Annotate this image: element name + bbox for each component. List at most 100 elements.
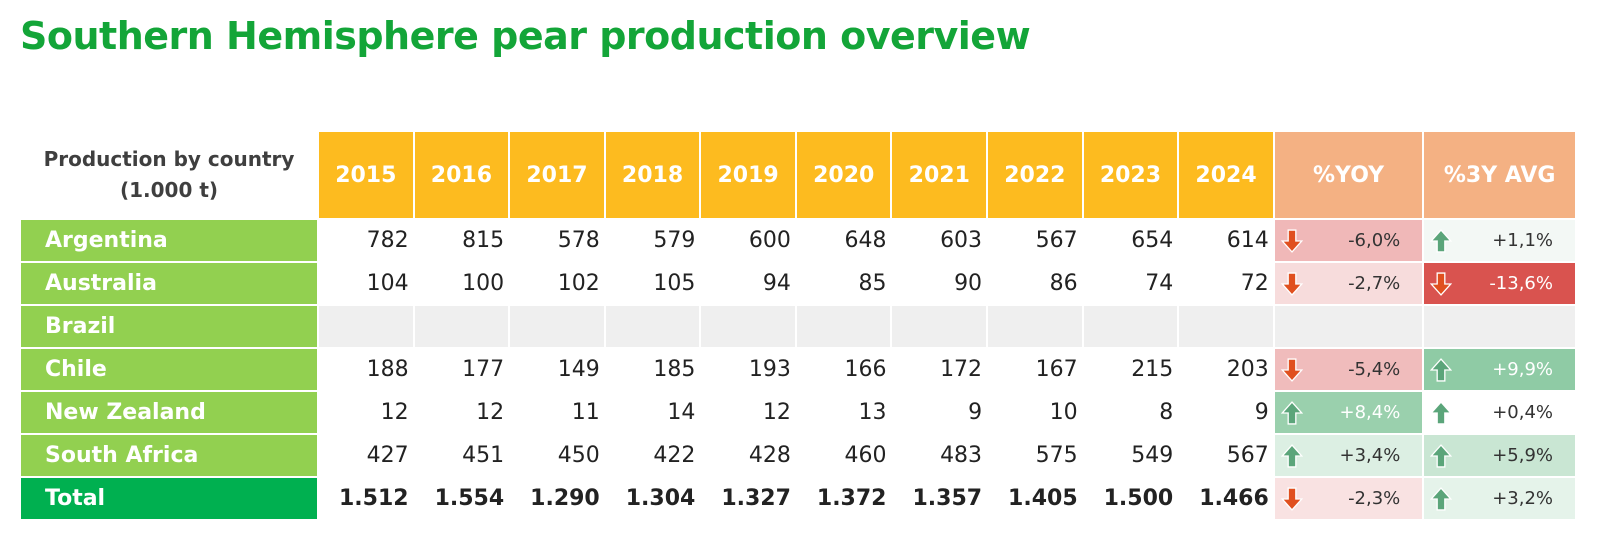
- value-cell: 8: [1083, 392, 1178, 433]
- value-cell: [319, 306, 413, 347]
- year-header: 2017: [510, 132, 604, 218]
- year-header: 2019: [701, 132, 795, 218]
- value-cell: [414, 306, 509, 347]
- avg3y-value: +3,2%: [1492, 488, 1553, 509]
- value-cell: 177: [414, 349, 509, 390]
- value-cell: 104: [319, 263, 413, 304]
- value-cell: 185: [605, 349, 700, 390]
- value-cell: 451: [414, 435, 509, 476]
- page-title: Southern Hemisphere pear production over…: [20, 14, 1031, 58]
- table-row: New Zealand 12 12 11 14 12 13 9 10 8 9 +8,4% +0,4%: [21, 392, 1575, 433]
- value-cell: 1.466: [1179, 478, 1273, 519]
- arrow-down-icon: [1280, 271, 1303, 296]
- value-cell: 549: [1083, 435, 1178, 476]
- header-label-line2: (1.000 t): [119, 178, 219, 202]
- value-cell: 9: [892, 392, 987, 433]
- value-cell: [988, 306, 1082, 347]
- arrow-down-icon: [1430, 271, 1453, 296]
- value-cell: 460: [796, 435, 891, 476]
- value-cell: 648: [796, 220, 891, 261]
- avg3y-cell: +3,2%: [1424, 478, 1575, 519]
- yoy-cell: +3,4%: [1274, 435, 1423, 476]
- value-cell: 1.357: [892, 478, 987, 519]
- year-header: 2018: [605, 132, 700, 218]
- value-cell: 94: [701, 263, 795, 304]
- value-cell: 614: [1179, 220, 1273, 261]
- value-cell: 86: [988, 263, 1082, 304]
- header-label: Production by country (1.000 t): [21, 132, 318, 218]
- avg3y-cell: +9,9%: [1424, 349, 1575, 390]
- value-cell: [1083, 306, 1178, 347]
- value-cell: 149: [510, 349, 604, 390]
- value-cell: 172: [892, 349, 987, 390]
- total-label: Total: [21, 478, 318, 519]
- value-cell: 1.372: [796, 478, 891, 519]
- value-cell: 100: [414, 263, 509, 304]
- country-name: Argentina: [21, 220, 318, 261]
- value-cell: 1.290: [510, 478, 604, 519]
- header-row: Production by country (1.000 t) 2015 201…: [21, 132, 1575, 218]
- table-row: Australia 104 100 102 105 94 85 90 86 74 72 -2,7% -1…: [21, 263, 1575, 304]
- year-header: 2020: [796, 132, 891, 218]
- arrow-up-icon: [1430, 357, 1453, 382]
- value-cell: 193: [701, 349, 795, 390]
- country-name: Australia: [21, 263, 318, 304]
- value-cell: 782: [319, 220, 413, 261]
- value-cell: 9: [1179, 392, 1273, 433]
- avg3y-cell: +1,1%: [1424, 220, 1575, 261]
- value-cell: 188: [319, 349, 413, 390]
- value-cell: 166: [796, 349, 891, 390]
- yoy-value: -5,4%: [1348, 359, 1401, 380]
- value-cell: 10: [988, 392, 1082, 433]
- yoy-value: -2,3%: [1348, 488, 1401, 509]
- value-cell: 428: [701, 435, 795, 476]
- table-row: Chile 188 177 149 185 193 166 172 167 215 203 -5,4%…: [21, 349, 1575, 390]
- value-cell: 203: [1179, 349, 1273, 390]
- country-name: South Africa: [21, 435, 318, 476]
- value-cell: 654: [1083, 220, 1178, 261]
- value-cell: 11: [510, 392, 604, 433]
- arrow-up-icon: [1430, 443, 1453, 468]
- value-cell: 427: [319, 435, 413, 476]
- arrow-up-icon: [1430, 228, 1453, 253]
- yoy-cell: +8,4%: [1274, 392, 1423, 433]
- year-header: 2015: [319, 132, 413, 218]
- yoy-value: +8,4%: [1339, 402, 1401, 423]
- value-cell: 1.500: [1083, 478, 1178, 519]
- value-cell: 450: [510, 435, 604, 476]
- value-cell: 13: [796, 392, 891, 433]
- total-row: Total 1.512 1.554 1.290 1.304 1.327 1.372 1.357…: [21, 478, 1575, 519]
- value-cell: 167: [988, 349, 1082, 390]
- value-cell: [701, 306, 795, 347]
- yoy-cell: [1274, 306, 1423, 347]
- table-row: Argentina 782 815 578 579 600 648 603 567 654 614 -…: [21, 220, 1575, 261]
- value-cell: 90: [892, 263, 987, 304]
- value-cell: 72: [1179, 263, 1273, 304]
- avg3y-value: +5,9%: [1492, 445, 1553, 466]
- yoy-cell: -2,7%: [1274, 263, 1423, 304]
- production-table: Production by country (1.000 t) 2015 201…: [19, 130, 1577, 521]
- avg3y-cell: [1424, 306, 1575, 347]
- yoy-cell: -2,3%: [1274, 478, 1423, 519]
- arrow-up-icon: [1430, 486, 1453, 511]
- country-name: Chile: [21, 349, 318, 390]
- arrow-down-icon: [1280, 357, 1303, 382]
- value-cell: 815: [414, 220, 509, 261]
- value-cell: 1.554: [414, 478, 509, 519]
- value-cell: [605, 306, 700, 347]
- year-header: 2023: [1083, 132, 1178, 218]
- year-header: 2024: [1179, 132, 1273, 218]
- table-body: Argentina 782 815 578 579 600 648 603 567 654 614-…: [21, 220, 1575, 519]
- country-name: New Zealand: [21, 392, 318, 433]
- value-cell: 567: [988, 220, 1082, 261]
- avg3y-value: +9,9%: [1492, 359, 1553, 380]
- table-row: South Africa 427 451 450 422 428 460 483 575 549 5…: [21, 435, 1575, 476]
- arrow-up-icon: [1280, 443, 1303, 468]
- year-header: 2021: [892, 132, 987, 218]
- table-row: Brazil: [21, 306, 1575, 347]
- header-label-line1: Production by country: [43, 147, 295, 171]
- avg3y-cell: -13,6%: [1424, 263, 1575, 304]
- value-cell: 1.512: [319, 478, 413, 519]
- avg3y-value: +0,4%: [1492, 402, 1553, 423]
- value-cell: 567: [1179, 435, 1273, 476]
